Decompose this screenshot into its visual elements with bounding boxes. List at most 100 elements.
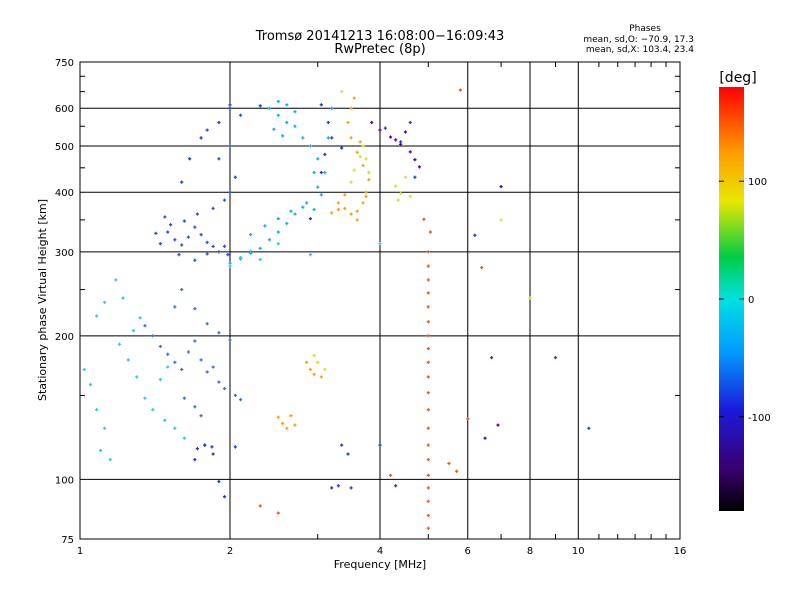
data-point	[180, 287, 184, 292]
colorbar-tick-label: 100	[748, 177, 767, 188]
data-point	[186, 235, 190, 239]
data-point	[408, 120, 412, 125]
data-point	[211, 206, 215, 210]
data-point	[343, 193, 347, 197]
data-point	[319, 193, 323, 197]
data-point	[336, 201, 340, 205]
data-point	[285, 120, 289, 125]
data-point	[496, 423, 500, 427]
data-point	[222, 244, 227, 248]
data-point	[151, 408, 155, 412]
data-point	[388, 135, 393, 139]
data-point	[358, 155, 362, 159]
data-point	[102, 426, 107, 430]
data-point	[346, 452, 350, 456]
y-tick-label: 100	[55, 475, 74, 486]
data-point	[336, 207, 340, 212]
phases-heading: Phases	[629, 24, 661, 34]
data-point	[233, 175, 237, 179]
data-point	[455, 469, 459, 473]
data-point	[426, 499, 430, 503]
data-point	[99, 448, 103, 453]
data-point	[399, 142, 403, 146]
data-point	[370, 120, 374, 125]
data-point	[403, 175, 408, 179]
data-point	[163, 418, 167, 422]
data-point	[195, 212, 199, 216]
data-point	[199, 358, 203, 362]
data-point	[312, 207, 316, 212]
data-point	[226, 252, 230, 257]
data-point	[378, 443, 382, 447]
data-point	[293, 124, 297, 128]
x-tick-label: 2	[227, 546, 233, 557]
data-point	[217, 250, 221, 254]
data-point	[293, 110, 297, 114]
data-point	[249, 249, 253, 253]
data-point	[553, 356, 558, 360]
x-tick-label: 10	[572, 546, 585, 557]
colorbar-tick-label: 0	[748, 295, 754, 306]
data-point	[210, 445, 214, 449]
data-point	[166, 230, 170, 234]
y-tick-label: 600	[55, 104, 74, 115]
data-point	[312, 372, 316, 377]
data-point	[587, 426, 591, 430]
data-point	[483, 436, 487, 440]
data-point	[330, 211, 334, 215]
data-point	[343, 206, 347, 210]
data-point	[394, 184, 398, 188]
data-point	[228, 144, 232, 148]
data-point	[308, 252, 313, 257]
data-point	[276, 230, 280, 234]
data-point	[408, 194, 412, 199]
data-point	[349, 106, 353, 110]
data-point	[95, 314, 99, 318]
data-point	[276, 511, 280, 515]
axis-ticks: 1 2 4 6 8 10 16 75 100 200 300 400 500 600 750	[55, 58, 686, 557]
data-point	[238, 255, 243, 260]
data-point	[305, 201, 309, 205]
data-point	[222, 495, 227, 499]
data-point	[158, 344, 163, 349]
data-point	[319, 103, 323, 107]
data-point	[276, 113, 280, 117]
data-point	[426, 513, 430, 518]
data-point	[228, 261, 232, 265]
data-point	[426, 334, 430, 338]
data-point	[228, 190, 232, 194]
data-point	[378, 242, 382, 246]
data-point	[186, 350, 190, 354]
data-point	[135, 375, 139, 379]
data-point	[426, 320, 430, 324]
data-point	[426, 305, 430, 309]
data-point	[228, 103, 232, 107]
data-point	[528, 296, 532, 300]
data-point	[426, 264, 430, 268]
data-point	[323, 367, 327, 372]
data-point	[326, 120, 330, 125]
data-point	[238, 113, 243, 117]
data-point	[349, 180, 353, 184]
data-point	[193, 458, 197, 462]
phase-stats-o: mean, sd,O: −70.9, 17.3	[583, 35, 694, 45]
data-point	[95, 408, 99, 412]
data-point	[316, 360, 320, 364]
data-point	[399, 191, 403, 195]
data-point	[228, 106, 232, 110]
data-point	[499, 218, 503, 222]
data-point	[173, 305, 177, 309]
data-point	[182, 219, 186, 223]
data-point	[173, 238, 177, 242]
data-point	[182, 396, 186, 400]
data-point	[114, 278, 118, 282]
data-point	[473, 233, 477, 237]
data-point	[88, 383, 93, 387]
data-point	[466, 417, 470, 421]
data-point	[289, 414, 293, 418]
y-axis-label: Stationary phase Virtual Height [km]	[36, 199, 49, 401]
data-point	[383, 126, 387, 130]
data-point	[388, 473, 393, 477]
chart-subtitle: RwPretec (8p)	[334, 42, 425, 57]
data-point	[180, 243, 184, 247]
